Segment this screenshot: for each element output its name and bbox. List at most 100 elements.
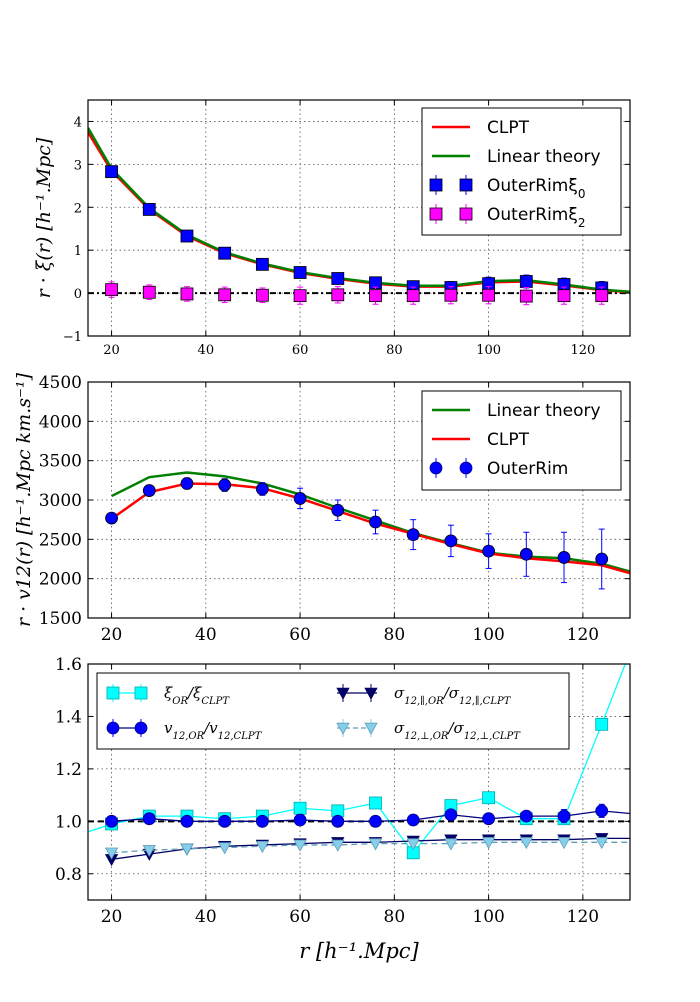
- data-point: [293, 266, 307, 279]
- data-point: [293, 289, 307, 303]
- y-tick-label: 0: [74, 287, 82, 302]
- legend-label: Linear theory: [487, 147, 601, 167]
- y-tick-label: 2000: [39, 570, 82, 590]
- data-point: [331, 288, 345, 302]
- x-tick-label: 60: [289, 907, 311, 927]
- legend-marker: [429, 207, 443, 221]
- data-point: [406, 528, 420, 542]
- data-point: [557, 837, 571, 850]
- legend-label: CLPT: [487, 430, 530, 450]
- x-tick-label: 40: [198, 343, 215, 358]
- data-point: [595, 837, 609, 850]
- data-point: [331, 503, 345, 517]
- data-point: [218, 814, 232, 828]
- y-tick-label: 4: [74, 115, 82, 130]
- y-tick-label: −1: [63, 330, 82, 345]
- data-point: [104, 847, 119, 860]
- y-tick-label: 4500: [39, 373, 82, 393]
- legend-marker: [364, 722, 378, 735]
- x-tick-label: 40: [195, 625, 217, 645]
- data-point: [557, 551, 571, 564]
- x-tick-label: 60: [292, 343, 309, 358]
- legend-marker: [336, 687, 350, 700]
- data-point: [255, 288, 269, 302]
- data-point: [595, 717, 609, 731]
- x-axis-label: r [h⁻¹.Mpc]: [299, 939, 419, 963]
- data-point: [255, 257, 269, 271]
- data-point: [218, 478, 232, 492]
- legend-marker: [134, 686, 148, 700]
- data-point: [142, 203, 156, 216]
- panel-1-y-label: r · ξ(r) [h⁻¹.Mpc]: [33, 137, 55, 298]
- data-point: [482, 791, 496, 805]
- data-point: [180, 843, 194, 856]
- data-point: [444, 808, 458, 822]
- legend-marker: [336, 722, 350, 735]
- y-tick-label: 1.0: [55, 812, 82, 832]
- y-tick-label: 0.8: [55, 865, 82, 885]
- legend-marker: [429, 461, 443, 475]
- panel-ratios: 20 40 60 80 100 120 0.8 1.0 1.2 1.4 1.6 r [h⁻¹.Mpc…: [55, 655, 631, 963]
- legend-box: [96, 672, 570, 750]
- data-point: [406, 813, 420, 827]
- data-point: [142, 285, 156, 299]
- data-point: [180, 287, 194, 301]
- data-point: [105, 283, 118, 297]
- data-point: [369, 515, 382, 529]
- x-tick-label: 120: [567, 625, 599, 645]
- y-tick-label: 1500: [39, 609, 82, 629]
- panel-2-y-label: r · v12(r) [h⁻¹.Mpc km.s⁻¹]: [13, 372, 35, 627]
- data-point: [519, 289, 533, 303]
- data-point: [369, 796, 382, 810]
- legend-marker: [459, 178, 473, 192]
- data-point: [519, 547, 533, 561]
- data-point: [105, 511, 118, 525]
- data-point: [142, 812, 156, 826]
- legend-marker: [364, 687, 378, 700]
- data-point: [519, 837, 533, 850]
- data-point: [255, 482, 269, 496]
- legend-marker: [106, 686, 120, 700]
- y-tick-label: 3500: [39, 452, 82, 472]
- data-point: [595, 552, 609, 566]
- data-point: [331, 814, 345, 828]
- legend-box: [421, 107, 622, 236]
- data-point: [180, 477, 194, 490]
- panel-1-frame: [87, 99, 631, 337]
- legend-label: OuterRim: [487, 459, 568, 479]
- y-tick-label: 1.2: [55, 760, 82, 780]
- data-point: [218, 288, 232, 302]
- y-tick-label: 2500: [39, 530, 82, 550]
- data-point: [406, 838, 420, 851]
- panel-pairwise-velocity: 20 40 60 80 100 120 1500 2000 2500 3000 3500 4000 45…: [13, 372, 631, 645]
- data-point: [482, 288, 496, 302]
- x-tick-label: 20: [103, 343, 120, 358]
- series-line: [88, 664, 626, 854]
- data-point: [481, 837, 496, 850]
- data-point: [105, 814, 118, 828]
- data-point: [331, 839, 345, 852]
- x-tick-label: 80: [384, 625, 406, 645]
- legend-label: CLPT: [487, 118, 530, 138]
- x-tick-label: 20: [101, 907, 123, 927]
- legend-marker: [106, 721, 120, 735]
- data-point: [217, 842, 232, 855]
- x-tick-label: 120: [567, 907, 599, 927]
- data-point: [482, 544, 496, 558]
- data-point: [105, 165, 118, 179]
- data-point: [255, 841, 270, 854]
- data-point: [218, 246, 232, 260]
- data-point: [255, 814, 269, 828]
- data-point: [595, 804, 609, 818]
- data-point: [142, 484, 156, 497]
- legend-box: [421, 390, 622, 491]
- panel-3-frame: [87, 663, 631, 901]
- y-tick-label: 4000: [39, 412, 82, 432]
- legend-marker: [429, 178, 443, 192]
- x-tick-label: 100: [472, 625, 504, 645]
- data-point: [557, 809, 571, 823]
- data-point: [595, 289, 609, 303]
- data-point: [142, 844, 156, 858]
- legend-marker: [459, 461, 473, 475]
